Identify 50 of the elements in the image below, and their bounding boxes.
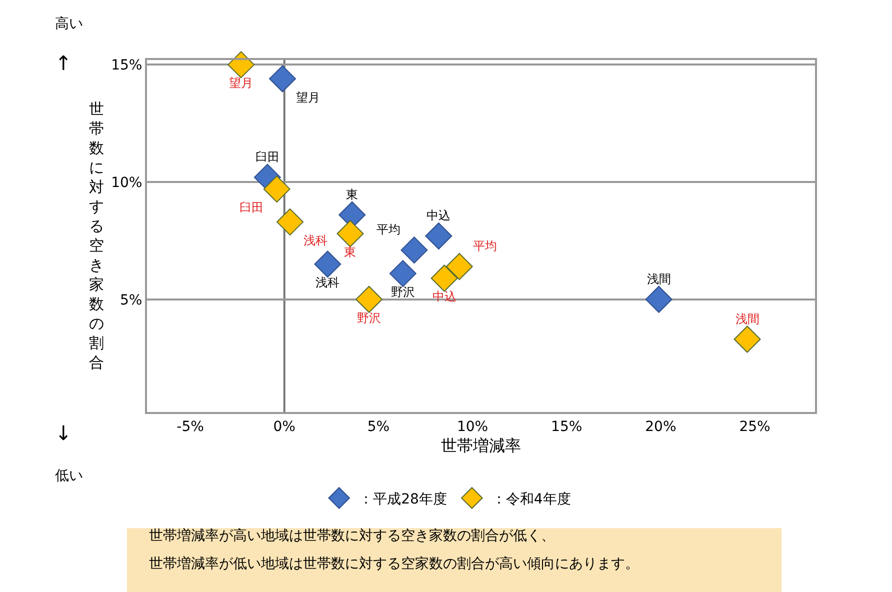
data-label: 臼田 — [255, 150, 280, 164]
text: 世帯増減率が低い地域は世帯数に対する空家数の割合が高い傾向にあります。 — [149, 555, 639, 572]
data-label: 東 — [344, 245, 356, 260]
x-tick-label: 15% — [551, 418, 582, 435]
point — [314, 250, 342, 278]
text: ↓ — [55, 421, 72, 445]
x-tick-label: 0% — [273, 418, 296, 435]
x-tick-label: -5% — [176, 418, 204, 435]
data-label: 野沢 — [357, 310, 382, 325]
data-label: 浅科 — [304, 233, 328, 248]
legend-label: ：平成28年度 — [359, 491, 447, 508]
data-label: 平均 — [472, 239, 497, 254]
data-label: 中込 — [432, 290, 456, 304]
data-label: 望月 — [296, 90, 320, 104]
legend-label: ：令和4年度 — [492, 491, 571, 508]
point — [734, 326, 761, 353]
point — [268, 65, 296, 92]
point — [389, 260, 416, 288]
x-tick-label: 25% — [739, 418, 770, 435]
data-label: 東 — [346, 187, 358, 202]
data-label: 浅間 — [735, 312, 760, 326]
point — [400, 236, 428, 264]
point — [263, 176, 290, 203]
text: 低い — [55, 468, 83, 484]
y-tick-label: 15% — [111, 58, 142, 74]
x-tick-label: 10% — [456, 418, 488, 435]
data-label: 臼田 — [239, 200, 264, 215]
y-tick-label: 5% — [120, 292, 142, 308]
text: 世帯増減率が高い地域は世帯数に対する空き家数の割合が低く、 — [149, 527, 555, 544]
data-label: 野沢 — [390, 285, 415, 300]
data-label: 望月 — [229, 76, 254, 90]
text: ↑ — [55, 51, 72, 75]
point — [276, 208, 304, 236]
text: 高い — [55, 16, 83, 32]
point — [356, 286, 383, 313]
data-label: 浅科 — [316, 276, 340, 290]
x-axis-title: 世帯増減率 — [441, 436, 521, 455]
data-label: 中込 — [426, 208, 451, 222]
text: 世帯数に対する空き家数の割合 — [89, 100, 104, 372]
point — [336, 220, 364, 248]
point — [446, 253, 473, 280]
point — [425, 222, 452, 250]
data-label: 浅間 — [646, 272, 671, 286]
point — [645, 286, 672, 313]
x-tick-label: 20% — [645, 418, 676, 435]
x-tick-label: 5% — [367, 418, 390, 435]
point — [228, 51, 255, 78]
data-label: 平均 — [376, 222, 401, 237]
point — [430, 264, 458, 292]
y-tick-label: 10% — [111, 174, 142, 191]
